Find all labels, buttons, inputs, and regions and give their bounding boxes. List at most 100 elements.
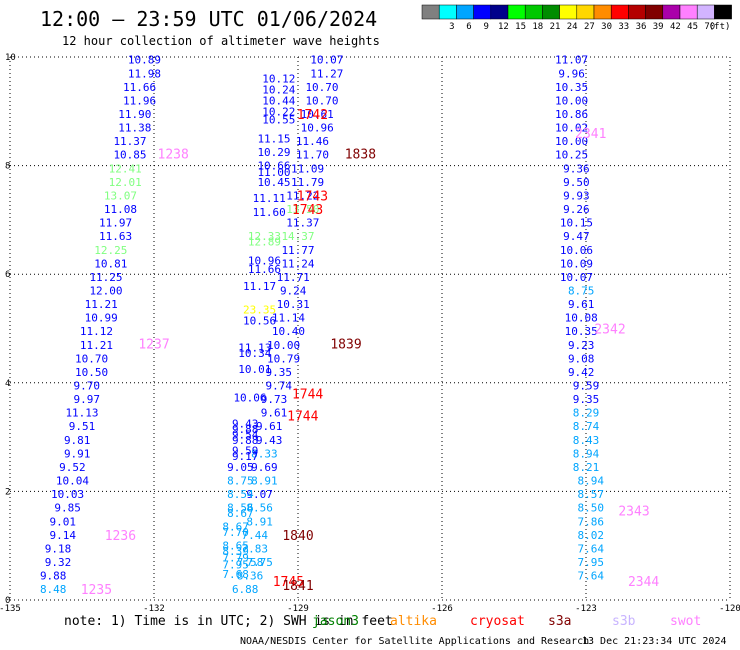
wave-height-label: 9.05 — [227, 461, 254, 474]
wave-height-label: 8.56 — [246, 502, 273, 515]
wave-height-label: 7.95 — [222, 559, 249, 572]
x-tick-label: -129 — [287, 604, 309, 614]
wave-height-label: 13.50 — [286, 203, 319, 216]
x-tick-label: -132 — [143, 604, 165, 614]
wave-height-label: 11.27 — [310, 67, 343, 80]
wave-height-label: 10.70 — [305, 81, 338, 94]
wave-height-label: 9.18 — [45, 542, 72, 555]
pass-number-label: 1744 — [292, 388, 323, 403]
wave-height-label: 8.54 — [227, 488, 254, 501]
pass-number-label: 1237 — [138, 338, 169, 353]
wave-height-label: 10.24 — [262, 84, 295, 97]
wave-height-label: 10.25 — [555, 149, 588, 162]
colorbar-swatch — [628, 4, 646, 20]
wave-height-label: 10.04 — [56, 475, 89, 488]
wave-height-label: 12.89 — [248, 236, 281, 249]
wave-height-label: 11.37 — [286, 217, 319, 230]
wave-height-label: 8.21 — [573, 461, 600, 474]
wave-height-label: 10.70 — [75, 352, 108, 365]
wave-height-label: 7.79 — [222, 552, 249, 565]
wave-height-label: 9.85 — [54, 502, 81, 515]
satellite-legend-s3a: s3a — [548, 614, 571, 629]
pass-number-label: 1742 — [297, 108, 328, 123]
wave-height-label: 10.81 — [94, 257, 127, 270]
colorbar-swatch — [456, 4, 474, 20]
colorbar-swatch — [662, 4, 681, 20]
colorbar-swatch — [559, 4, 578, 20]
wave-height-label: 7.68 — [222, 568, 249, 581]
colorbar-swatch — [610, 4, 629, 20]
wave-height-label: 8.67 — [227, 507, 254, 520]
colorbar-swatch — [679, 4, 698, 20]
satellite-legend-swot: swot — [670, 614, 701, 629]
wave-height-label: 14.37 — [281, 230, 314, 243]
wave-height-label: 10.06 — [233, 391, 266, 404]
satellite-legend-jason3: jason3 — [312, 614, 359, 629]
wave-height-labels: 10.8911.9811.6611.9611.9011.3811.3710.85… — [40, 54, 604, 596]
wave-height-label: 9.51 — [69, 420, 96, 433]
wave-height-label: 11.08 — [104, 203, 137, 216]
chart-subtitle: 12 hour collection of altimeter wave hei… — [62, 34, 380, 48]
wave-height-label: 8.48 — [40, 583, 67, 596]
wave-height-label: 11.13 — [65, 407, 98, 420]
wave-height-label: 10.79 — [267, 352, 300, 365]
wave-height-label: 12.01 — [109, 176, 142, 189]
wave-height-label: 10.02 — [555, 122, 588, 135]
wave-height-label: 9.42 — [568, 366, 595, 379]
wave-height-label: 11.25 — [89, 271, 122, 284]
wave-height-label: 9.43 — [256, 434, 283, 447]
colorbar-swatch — [524, 4, 543, 20]
wave-height-label: 9.88 — [232, 434, 259, 447]
wave-height-label: 10.15 — [560, 217, 593, 230]
wave-height-label: 7.64 — [578, 570, 605, 583]
x-tick-label: -123 — [575, 604, 597, 614]
wave-height-label: 10.08 — [565, 312, 598, 325]
wave-height-label: 9.52 — [59, 461, 86, 474]
wave-height-label: 8.39 — [222, 545, 249, 558]
wave-height-label: 9.91 — [64, 447, 91, 460]
colorbar-swatch — [714, 4, 732, 20]
pass-number-label: 1839 — [330, 338, 361, 353]
wave-height-label: 10.22 — [262, 105, 295, 118]
wave-height-label: 9.74 — [266, 380, 293, 393]
wave-height-label: 8.50 — [578, 502, 605, 515]
wave-height-label: 7.64 — [578, 542, 605, 555]
colorbar-swatch — [696, 4, 715, 20]
x-tick-label: -126 — [431, 604, 453, 614]
colorbar-label: 36 — [636, 22, 647, 32]
pass-number-label: 2342 — [594, 323, 625, 338]
satellite-legend-altika: altika — [390, 614, 437, 629]
wave-height-label: 11.66 — [248, 263, 281, 276]
satellite-legend-cryosat: cryosat — [470, 614, 525, 629]
wave-height-label: 11.63 — [99, 230, 132, 243]
wave-height-label: 11.70 — [296, 149, 329, 162]
wave-height-label: 11.15 — [257, 132, 290, 145]
colorbar-label: 18 — [532, 22, 543, 32]
colorbar-label: 30 — [601, 22, 612, 32]
wave-height-label: 9.69 — [251, 461, 278, 474]
wave-height-label: 10.99 — [85, 312, 118, 325]
footer-source: NOAA/NESDIS Center for Satellite Applica… — [240, 636, 589, 647]
note-text: note: 1) Time is in UTC; 2) SWH is in fe… — [64, 614, 393, 629]
wave-height-label: 9.26 — [563, 203, 590, 216]
wave-height-label: 8.74 — [573, 420, 600, 433]
colorbar-label: 39 — [653, 22, 664, 32]
wave-height-label: 12.41 — [109, 162, 142, 175]
colorbar-label: 24 — [567, 22, 578, 32]
wave-height-label: 9.61 — [261, 407, 288, 420]
y-tick-label: 10 — [5, 53, 16, 63]
pass-number-label: 1840 — [282, 529, 313, 544]
wave-height-label: 11.07 — [555, 54, 588, 67]
wave-height-label: 10.44 — [262, 94, 295, 107]
wave-height-label: 9.43 — [232, 418, 259, 431]
chart-title: 12:00 — 23:59 UTC 01/06/2024 — [40, 7, 377, 31]
wave-height-label: 9.59 — [573, 380, 600, 393]
wave-height-label: 10.66 — [257, 160, 290, 173]
colorbar-label: 9 — [483, 22, 488, 32]
pass-number-label: 2343 — [618, 504, 649, 519]
wave-height-label: 11.71 — [277, 271, 310, 284]
wave-height-label: 9.35 — [266, 366, 293, 379]
wave-height-label: 9.73 — [261, 393, 288, 406]
y-tick-label: 4 — [5, 379, 10, 389]
